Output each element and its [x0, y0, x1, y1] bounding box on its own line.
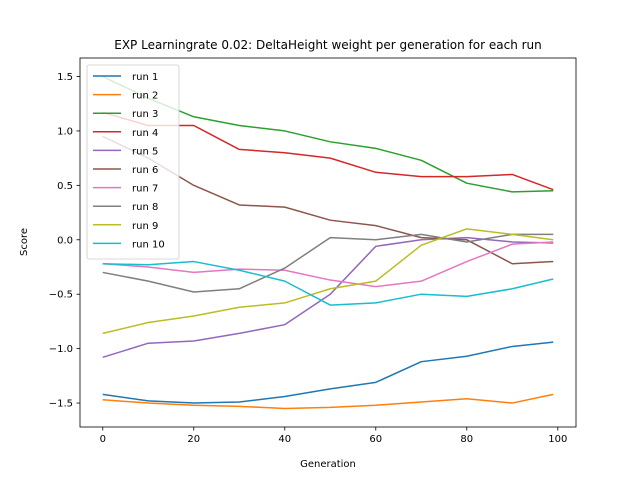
- y-axis: −1.5 −1.0 −0.5 0.0 0.5 1.0 1.5: [49, 72, 80, 410]
- y-tick-label: −1.5: [49, 399, 73, 410]
- legend-label-run-5: run 5: [132, 146, 158, 157]
- x-axis-label: Generation: [300, 459, 356, 470]
- legend-label-run-2: run 2: [132, 91, 158, 102]
- chart-title: EXP Learningrate 0.02: DeltaHeight weigh…: [114, 38, 542, 52]
- x-axis: 0 20 40 60 80 100: [100, 427, 567, 445]
- legend-label-run-10: run 10: [132, 239, 165, 250]
- legend-label-run-3: run 3: [132, 109, 158, 120]
- legend-label-run-1: run 1: [132, 72, 158, 83]
- series-line-run-8: [102, 233, 554, 293]
- x-tick-label: 60: [369, 434, 382, 445]
- legend-label-run-8: run 8: [132, 202, 158, 213]
- x-tick-label: 80: [460, 434, 473, 445]
- y-axis-label: Score: [19, 228, 30, 256]
- x-tick-label: 40: [278, 434, 291, 445]
- x-tick-label: 100: [548, 434, 567, 445]
- y-tick-label: 1.0: [57, 126, 73, 137]
- legend-label-run-7: run 7: [132, 184, 158, 195]
- y-tick-label: 1.5: [57, 72, 73, 83]
- legend-label-run-9: run 9: [132, 221, 158, 232]
- series-line-run-10: [102, 260, 554, 306]
- series-line-run-7: [102, 241, 554, 288]
- legend-label-run-6: run 6: [132, 165, 158, 176]
- x-tick-label: 0: [100, 434, 106, 445]
- y-tick-label: 0.0: [57, 235, 73, 246]
- plot-frame: [79, 57, 577, 428]
- y-tick-label: −1.0: [49, 344, 73, 355]
- legend: run 1 run 2 run 3 run 4 run 5 run 6 run 7 run 8…: [86, 64, 180, 260]
- series-line-run-1: [102, 341, 554, 404]
- series-line-run-9: [102, 228, 554, 335]
- series-line-run-2: [102, 393, 554, 410]
- legend-label-run-4: run 4: [132, 128, 158, 139]
- y-tick-label: −0.5: [49, 290, 73, 301]
- y-tick-label: 0.5: [57, 181, 73, 192]
- x-tick-label: 20: [187, 434, 200, 445]
